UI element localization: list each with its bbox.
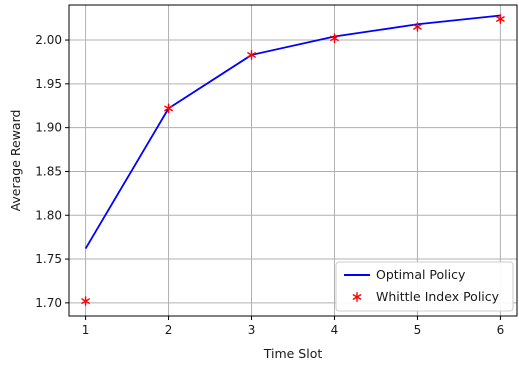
series-layer	[81, 14, 505, 307]
x-tick-label: 4	[331, 323, 339, 337]
x-tick-label: 1	[82, 323, 90, 337]
x-axis-label: Time Slot	[263, 346, 323, 361]
y-tick-label: 1.75	[35, 252, 62, 266]
y-tick-label: 2.00	[35, 33, 62, 47]
data-point-whittle-index-policy	[164, 103, 173, 114]
y-tick-label: 1.80	[35, 208, 62, 222]
series-line-optimal-policy	[84, 14, 501, 250]
asterisk-stroke	[81, 298, 90, 304]
asterisk-stroke	[330, 35, 339, 42]
x-tick-label: 2	[165, 323, 173, 337]
legend-asterisk	[352, 292, 362, 302]
legend-box	[335, 261, 514, 312]
data-point-whittle-index-policy	[81, 296, 90, 307]
x-tick-label: 5	[414, 323, 422, 337]
asterisk-stroke	[352, 294, 362, 300]
axes-ticks: 1 2 3 4 5 6 1.70 1.75 1.80 1.85 1.90 1.95 2.00	[35, 33, 504, 337]
asterisk-stroke	[164, 105, 173, 112]
legend: Optimal Policy Whittle Index Policy	[335, 261, 514, 312]
legend-label-whittle-index-policy: Whittle Index Policy	[376, 289, 500, 304]
data-point-whittle-index-policy	[496, 14, 505, 24]
y-tick-label: 1.85	[35, 164, 62, 178]
y-axis-label: Average Reward	[8, 110, 23, 212]
legend-swatch-whittle-index-policy	[352, 292, 362, 302]
asterisk-stroke	[496, 16, 505, 22]
x-tick-label: 3	[248, 323, 256, 337]
plot-frame	[68, 4, 518, 317]
x-tick-label: 6	[497, 323, 505, 337]
asterisk-stroke	[247, 52, 256, 58]
grid	[69, 5, 517, 316]
legend-label-optimal-policy: Optimal Policy	[376, 267, 466, 282]
data-point-whittle-index-policy	[413, 22, 422, 32]
y-tick-label: 1.90	[35, 121, 62, 135]
data-point-whittle-index-policy	[247, 50, 256, 60]
data-point-whittle-index-policy	[330, 33, 339, 44]
asterisk-stroke	[413, 24, 422, 30]
y-tick-label: 1.95	[35, 77, 62, 91]
y-tick-label: 1.70	[35, 296, 62, 310]
